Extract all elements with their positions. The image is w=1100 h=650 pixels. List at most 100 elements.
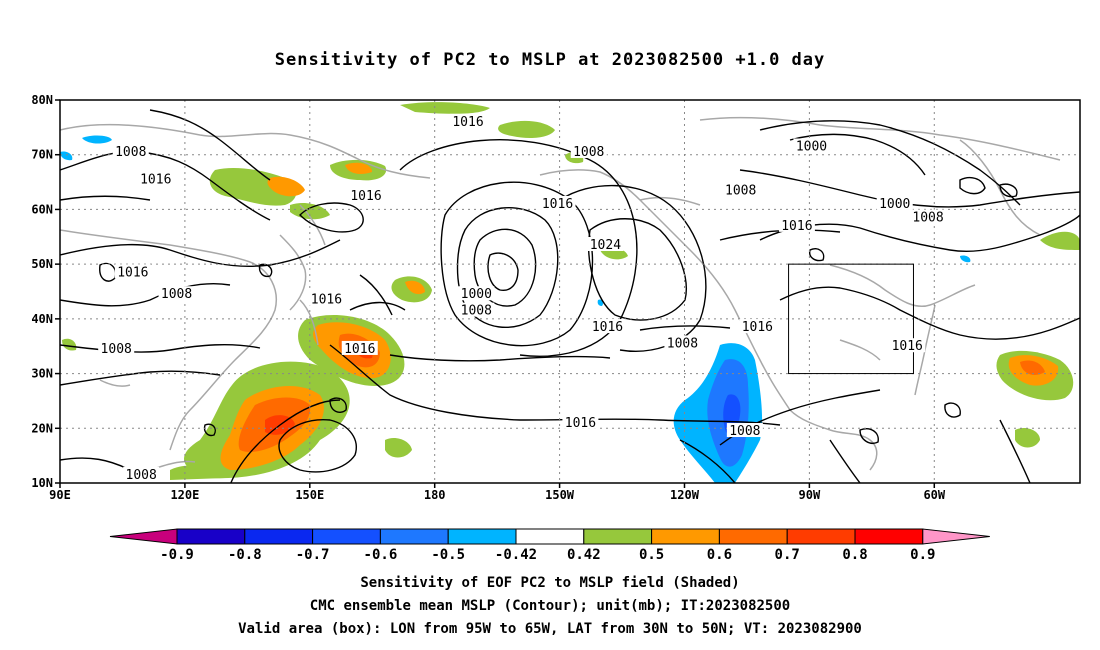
contour-label-bg	[589, 319, 626, 334]
colorbar-label: 0.8	[842, 547, 867, 563]
contour-label-bg	[570, 143, 607, 158]
contour-label: 1000	[796, 140, 827, 155]
contour-label: 1016	[350, 189, 381, 204]
contour-label: 1016	[565, 416, 596, 431]
contour-label: 1008	[101, 342, 132, 357]
colorbar-label: -0.5	[431, 547, 465, 563]
colorbar-label: -0.7	[296, 547, 330, 563]
colorbar-high-extend	[922, 528, 990, 545]
lat-label: 50N	[31, 257, 53, 271]
contour-label: 1008	[573, 145, 604, 160]
contour-label-bg	[587, 236, 624, 251]
colorbar-label: 0.42	[567, 547, 601, 563]
contour-label: 1008	[729, 424, 760, 439]
colorbar-segment	[515, 528, 585, 545]
contour-label-bg	[114, 264, 151, 279]
contour-label-bg	[308, 291, 345, 306]
colorbar-segment	[312, 528, 381, 545]
lat-label: 30N	[31, 367, 53, 381]
lon-label: 150E	[295, 488, 324, 502]
contour-label-bg	[664, 335, 701, 350]
colorbar-segment	[786, 528, 856, 545]
latitude-axis: 80N 70N 60N 50N 40N 30N 20N 10N	[31, 93, 60, 490]
contour-label-bg	[458, 286, 495, 301]
contour-label-bg	[726, 423, 763, 438]
contour-label-bg	[137, 171, 174, 186]
contour-label-bg	[112, 143, 149, 158]
contour-label-bg	[98, 340, 135, 355]
contour-label-bg	[341, 340, 378, 355]
contour-label-bg	[539, 195, 576, 210]
lon-label: 180	[424, 488, 446, 502]
contour-label: 1016	[452, 115, 483, 130]
contour-label-bg	[889, 338, 926, 353]
contour-label-bg	[450, 113, 486, 128]
contour-label: 1008	[115, 145, 146, 160]
map-title: Sensitivity of PC2 to MSLP at 2023082500…	[274, 50, 826, 70]
colorbar-segment	[583, 528, 653, 545]
valid-area-box	[788, 263, 914, 375]
contour-label: 1016	[140, 172, 171, 187]
contour-label: 1016	[117, 265, 148, 280]
caption-line-2: CMC ensemble mean MSLP (Contour); unit(m…	[309, 598, 791, 614]
contour-label: 1008	[126, 468, 157, 483]
contour-label-bg	[793, 138, 830, 153]
colorbar-label: 0.9	[910, 547, 935, 563]
lat-label: 40N	[31, 312, 53, 326]
contour-label-bg	[876, 195, 913, 210]
contour-labels: 1016100810161016101610081024100010081000…	[98, 113, 947, 483]
colorbar-label: -0.8	[228, 547, 262, 563]
contour-label-bg	[739, 319, 776, 334]
contour-label: 1008	[667, 336, 698, 351]
contour-label: 1016	[892, 339, 923, 354]
contour-label-bg	[348, 187, 384, 202]
lat-label: 20N	[31, 421, 53, 435]
contour-label-bg	[778, 217, 815, 232]
lon-label: 120E	[170, 488, 199, 502]
mslp-contours	[60, 109, 1080, 483]
colorbar-segment	[176, 528, 246, 545]
lat-label: 60N	[31, 202, 53, 216]
contour-label: 1024	[590, 238, 621, 253]
caption-line-3: Valid area (box): LON from 95W to 65W, L…	[238, 621, 862, 637]
colorbar-segment	[447, 528, 517, 545]
contour-label-bg	[722, 182, 759, 197]
contour-label-bg	[123, 466, 160, 481]
map-frame	[59, 99, 1081, 484]
contour-label: 1016	[344, 342, 375, 357]
colorbar-label: -0.6	[364, 547, 398, 563]
lon-label: 150W	[545, 488, 575, 502]
contour-label: 1016	[592, 320, 623, 335]
longitude-axis: 90E 120E 150E 180 150W 120W 90W 60W	[49, 483, 946, 502]
caption-line-1: Sensitivity of EOF PC2 to MSLP field (Sh…	[360, 575, 740, 591]
contour-label-bg	[562, 414, 599, 429]
colorbar-segment	[244, 528, 314, 545]
lat-label: 80N	[31, 93, 53, 107]
contour-label: 1016	[742, 320, 773, 335]
lat-label: 70N	[31, 148, 53, 162]
lat-label: 10N	[31, 476, 53, 490]
colorbar-low-extend	[109, 528, 178, 545]
colorbar-label: 0.7	[775, 547, 800, 563]
colorbar-label: -0.9	[160, 547, 194, 563]
lon-label: 60W	[923, 488, 945, 502]
colorbar-segment	[718, 528, 788, 545]
colorbar: -0.9 -0.8 -0.7 -0.6 -0.5 -0.42 0.42 0.5 0.6 0.7 0.…	[109, 528, 990, 563]
lon-label: 90W	[799, 488, 821, 502]
coastlines	[60, 116, 1061, 471]
contour-label-bg	[458, 302, 495, 317]
lon-label: 90E	[49, 488, 71, 502]
contour-label-bg	[158, 286, 195, 301]
colorbar-segment	[379, 528, 449, 545]
grid-lines	[60, 100, 1080, 483]
contour-label: 1008	[912, 211, 943, 226]
contour-label-bg	[910, 209, 947, 224]
colorbar-segment	[651, 528, 720, 545]
contour-label: 1008	[461, 304, 492, 319]
contour-label: 1008	[725, 183, 756, 198]
colorbar-label: 0.5	[639, 547, 664, 563]
colorbar-label: -0.42	[495, 547, 537, 563]
contour-label: 1016	[311, 293, 342, 308]
colorbar-segment	[854, 528, 924, 545]
